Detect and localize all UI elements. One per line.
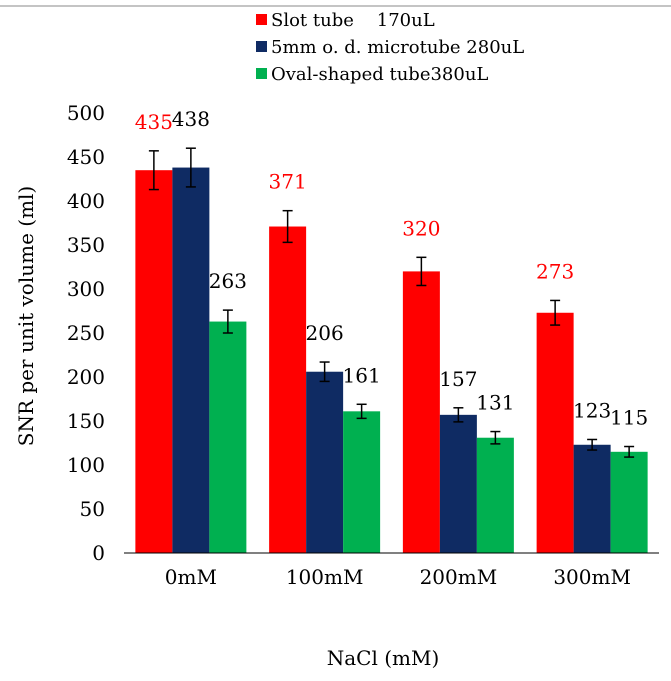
y-tick-label: 200 [67, 365, 105, 389]
bar [135, 170, 173, 553]
bar [343, 411, 381, 553]
y-tick-label: 400 [67, 189, 105, 213]
bar [573, 444, 611, 553]
bar [209, 321, 247, 553]
x-axis: 0mM 100mM 200mM 300mM [165, 565, 631, 589]
y-tick-label: 100 [67, 453, 105, 477]
bar [536, 312, 574, 553]
bar [306, 371, 344, 553]
y-tick-label: 300 [67, 277, 105, 301]
bar [269, 226, 307, 553]
x-axis-title: NaCl (mM) [327, 646, 440, 670]
data-label: 320 [402, 216, 440, 240]
data-label: 157 [439, 367, 477, 391]
legend-swatch [256, 14, 267, 25]
data-label: 123 [573, 398, 611, 422]
y-tick-label: 150 [67, 409, 105, 433]
y-tick-label: 350 [67, 233, 105, 257]
y-tick-label: 50 [80, 497, 105, 521]
data-label: 435 [135, 110, 173, 134]
bar [172, 167, 210, 553]
data-label: 161 [343, 363, 381, 387]
y-axis: 0 50 100 150 200 250 300 350 400 450 500 [67, 101, 105, 565]
legend-swatch [256, 41, 267, 52]
data-label: 131 [476, 391, 514, 415]
bar [439, 414, 477, 553]
data-label: 263 [209, 269, 247, 293]
legend-label: Slot tube 170uL [271, 10, 435, 31]
y-tick-label: 250 [67, 321, 105, 345]
bars [135, 167, 648, 553]
legend-label: Oval-shaped tube380uL [271, 64, 488, 85]
y-axis-title: SNR per unit volume (ml) [14, 186, 38, 446]
bar [402, 271, 440, 553]
legend: Slot tube 170uL 5mm o. d. microtube 280uL… [256, 10, 524, 85]
x-tick-label: 300mM [553, 565, 631, 589]
bar [610, 451, 648, 553]
data-label: 371 [269, 170, 307, 194]
y-tick-label: 500 [67, 101, 105, 125]
legend-swatch [256, 68, 267, 79]
data-label: 115 [610, 406, 648, 430]
bar [476, 437, 514, 553]
x-tick-label: 100mM [286, 565, 364, 589]
y-tick-label: 450 [67, 145, 105, 169]
data-label: 438 [172, 107, 210, 131]
legend-label: 5mm o. d. microtube 280uL [271, 37, 524, 58]
data-label: 206 [306, 321, 344, 345]
x-tick-label: 200mM [420, 565, 498, 589]
error-bars [148, 147, 635, 458]
x-tick-label: 0mM [165, 565, 217, 589]
y-tick-label: 0 [92, 541, 105, 565]
data-label: 273 [536, 259, 574, 283]
